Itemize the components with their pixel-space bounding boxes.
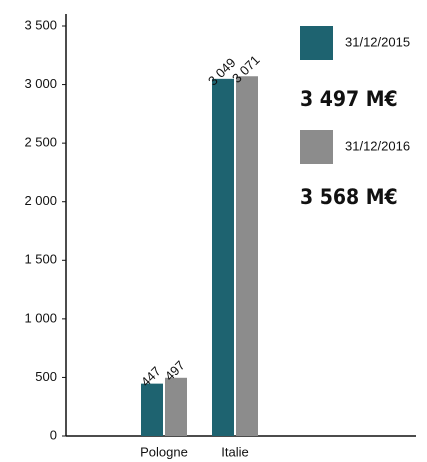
y-tick-label: 2 500 [24, 135, 57, 150]
legend-swatch [300, 26, 333, 60]
bar [165, 377, 187, 436]
total-annotation: 3 497 M€ [300, 87, 398, 111]
legend-swatch [300, 130, 333, 164]
y-tick-label: 500 [35, 369, 57, 384]
bar [141, 383, 163, 436]
y-tick-label: 3 000 [24, 76, 57, 91]
y-tick-label: 3 500 [24, 17, 57, 32]
x-tick-label: Pologne [140, 444, 188, 459]
legend-label: 31/12/2016 [345, 138, 410, 153]
y-tick-label: 1 000 [24, 310, 57, 325]
x-tick-label: Italie [221, 444, 248, 459]
y-tick-label: 0 [50, 427, 57, 442]
total-annotation: 3 568 M€ [300, 185, 398, 209]
bar [212, 78, 234, 437]
y-tick-label: 1 500 [24, 252, 57, 267]
y-tick-label: 2 000 [24, 193, 57, 208]
bar [236, 76, 258, 437]
legend-label: 31/12/2015 [345, 34, 410, 49]
